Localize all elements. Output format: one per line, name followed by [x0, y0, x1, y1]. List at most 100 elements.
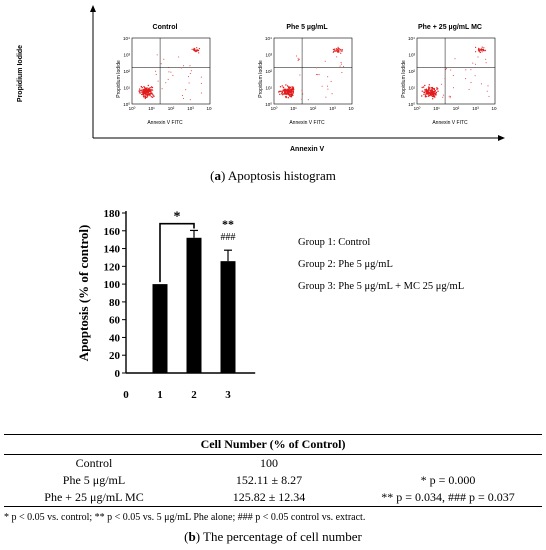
cell-dot — [432, 98, 434, 100]
cell-dot — [150, 96, 153, 98]
cell-dot — [185, 89, 187, 91]
cell-dot — [142, 96, 145, 98]
cell-dot — [435, 91, 438, 94]
cell-dot — [421, 90, 423, 92]
legend-item: Group 1: Control — [298, 237, 371, 248]
cell-dot — [332, 48, 334, 51]
plot-frame — [273, 37, 353, 105]
cell-dot — [198, 49, 200, 51]
cell-dot — [449, 97, 451, 99]
panel-a-y-label: Propidium Iodide — [17, 44, 25, 103]
cell-dot — [189, 99, 191, 101]
cell-dot — [296, 55, 297, 57]
apoptosis-histogram-panel: Propidium Iodide Annexin V Control 10⁰ 10… — [0, 0, 546, 190]
cell-dot — [336, 50, 338, 52]
cell-dot — [181, 95, 183, 96]
cell-dot — [433, 88, 435, 90]
apoptosis-bar-chart: Apoptosis (% of control)0204060801001201… — [76, 208, 256, 400]
y-tick-label: 10² — [123, 69, 130, 74]
cell-dot — [155, 74, 157, 75]
cell-dot — [198, 48, 200, 50]
cell-dot — [485, 62, 487, 64]
x-tick-label: 0 — [123, 389, 129, 400]
cell-dot — [425, 91, 428, 93]
x-tick-label: 10⁰ — [414, 106, 421, 111]
y-tick-label: 10⁴ — [123, 36, 130, 41]
cell-dot — [170, 71, 172, 73]
cell-dot — [434, 90, 436, 93]
legend-item: Group 3: Phe 5 μg/mL + MC 25 μg/mL — [298, 281, 465, 292]
cell-dot — [336, 56, 338, 58]
cell-dot — [336, 48, 338, 50]
cell-dot — [195, 50, 197, 52]
cell-dot — [472, 62, 474, 64]
cell-dot — [484, 50, 486, 52]
cell-dot — [200, 82, 202, 84]
cell-dot — [279, 90, 281, 92]
cell-dot — [470, 69, 472, 71]
cell-dot — [150, 93, 153, 95]
cell-dot — [307, 99, 309, 101]
cell-dot — [424, 96, 427, 98]
panel-a-caption: (a) Apoptosis histogram — [210, 168, 336, 183]
cell-dot — [146, 91, 148, 94]
cell-dot — [424, 84, 426, 87]
cell-dot — [143, 86, 145, 88]
x-tick-label: 10³ — [472, 106, 479, 111]
cell-dot — [335, 49, 337, 51]
cell-dot — [284, 96, 287, 98]
x-tick-label: 10³ — [329, 106, 336, 111]
cell-dot — [429, 92, 432, 95]
cell-dot — [450, 69, 452, 71]
bar3-annotation-top: ** — [222, 217, 234, 231]
cell-dot — [281, 85, 283, 87]
cell-dot — [149, 92, 152, 94]
cell-dot — [283, 92, 286, 94]
x-tick-label: 10² — [168, 106, 175, 111]
cell-dot — [483, 49, 485, 51]
cell-dot — [470, 82, 472, 84]
cell-dot — [198, 52, 200, 54]
cell-dot — [291, 86, 293, 88]
table-row: Phe 5 μg/mL 152.11 ± 8.27 * p = 0.000 — [4, 472, 542, 489]
cell-dot — [287, 88, 289, 90]
cell-dot — [160, 63, 162, 65]
cell-dot — [434, 96, 436, 98]
cell-dot — [161, 88, 163, 90]
y-tick-label: 10³ — [408, 53, 415, 58]
cell-dot — [444, 78, 446, 79]
cell-dot — [339, 65, 341, 67]
table-row: Phe + 25 μg/mL MC 125.82 ± 12.34 ** p = … — [4, 489, 542, 507]
cell-dot — [424, 89, 426, 91]
cell-dot — [321, 85, 323, 87]
cell-dot — [147, 90, 149, 92]
y-tick-label: 10¹ — [408, 86, 415, 91]
cell-dot — [442, 96, 444, 98]
cell-dot — [330, 80, 332, 82]
cell-dot — [341, 72, 343, 73]
cell-dot — [279, 86, 282, 88]
cell-dot — [465, 78, 467, 80]
cell-dot — [422, 86, 425, 88]
cell-dot — [152, 94, 154, 96]
cell-dot — [317, 74, 319, 76]
cell-dot — [475, 51, 477, 53]
cell-dot — [445, 67, 447, 69]
cell-dot — [278, 91, 280, 93]
x-tick-label: 2 — [191, 389, 197, 400]
flow-plot-y-label: Propidium Iodide — [400, 60, 407, 98]
cell-dot — [139, 89, 141, 92]
panel-a-x-label: Annexin V — [290, 146, 325, 153]
cell-dot — [143, 91, 146, 94]
cell-dot — [423, 93, 425, 96]
table-footnote: * p < 0.05 vs. control; ** p < 0.05 vs. … — [4, 512, 366, 523]
cell-dot — [430, 94, 432, 97]
x-tick-label: 1 — [157, 389, 163, 400]
cell-dot — [151, 89, 154, 91]
cell-dot — [139, 92, 141, 94]
y-tick-label: 10³ — [123, 53, 130, 58]
cell-dot — [302, 93, 304, 95]
cell-dot — [143, 93, 145, 95]
cell-dot — [483, 47, 485, 49]
